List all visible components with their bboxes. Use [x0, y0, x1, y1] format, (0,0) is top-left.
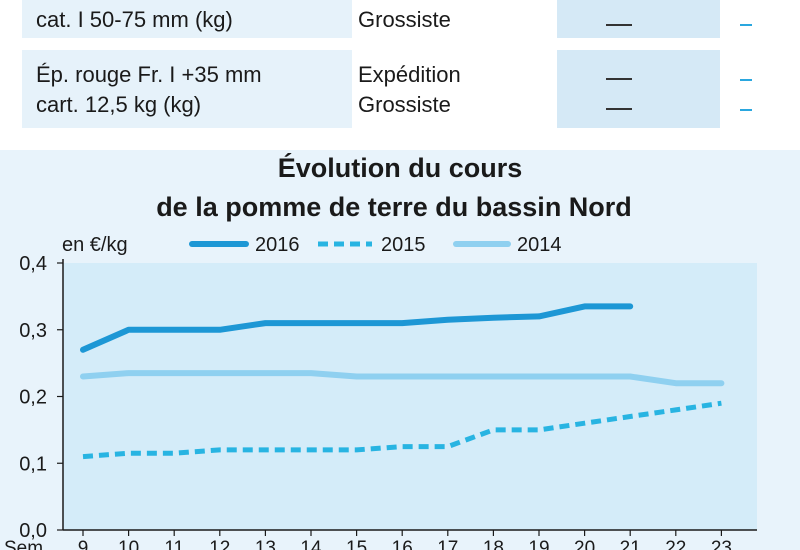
price-table: cat. I 50-75 mm (kg) Grossiste Ép. rouge… — [22, 0, 778, 128]
x-tick-label: 20 — [574, 538, 595, 550]
y-axis-unit-label: en €/kg — [62, 234, 128, 256]
x-tick-label: 9 — [78, 538, 89, 550]
axes: 0,0 0,1 0,2 0,3 0,4 9 10 11 12 13 14 15 16 17 18 19 20 21… — [19, 253, 757, 550]
value-empty-dash — [740, 79, 752, 81]
plot-area — [63, 263, 757, 530]
chart-panel: Évolution du cours de la pomme de terre … — [0, 150, 800, 550]
y-tick-label: 0,0 — [19, 520, 47, 542]
series-layer — [80, 303, 725, 460]
x-tick-label: 15 — [346, 538, 367, 550]
legend: 2016 2015 2014 — [189, 234, 562, 256]
value-empty-dash — [606, 108, 632, 110]
x-axis-label: Sem. — [4, 538, 48, 550]
x-tick-label: 10 — [118, 538, 139, 550]
product-column — [22, 0, 352, 128]
x-tick-label: 14 — [300, 538, 322, 550]
stage-label: Expédition — [358, 62, 461, 87]
x-tick-label: 11 — [164, 538, 184, 550]
x-tick-label: 19 — [528, 538, 549, 550]
x-tick-label: 21 — [620, 538, 641, 550]
stage-label: Grossiste — [358, 92, 451, 117]
value-column-b — [720, 0, 778, 128]
y-tick-label: 0,1 — [19, 453, 47, 475]
chart-title-line-2: de la pomme de terre du bassin Nord — [156, 192, 632, 222]
x-tick-label: 22 — [665, 538, 686, 550]
product-name: Ép. rouge Fr. I +35 mm — [36, 62, 262, 87]
chart-title-line-1: Évolution du cours — [278, 152, 523, 183]
x-tick-label: 13 — [255, 538, 276, 550]
y-tick-label: 0,2 — [19, 387, 47, 409]
legend-label-2015: 2015 — [381, 234, 426, 256]
value-empty-dash — [740, 109, 752, 111]
x-tick-label: 12 — [209, 538, 230, 550]
x-tick-label: 16 — [392, 538, 413, 550]
y-tick-label: 0,4 — [19, 253, 47, 275]
x-tick-label: 18 — [483, 538, 504, 550]
value-empty-dash — [740, 24, 752, 26]
y-tick-label: 0,3 — [19, 320, 47, 342]
x-tick-label: 17 — [437, 538, 458, 550]
legend-label-2016: 2016 — [255, 234, 300, 256]
value-column-a — [557, 0, 720, 128]
price-chart: Évolution du cours de la pomme de terre … — [4, 152, 757, 550]
series-line-2015 — [82, 400, 722, 460]
legend-label-2014: 2014 — [517, 234, 562, 256]
value-empty-dash — [606, 78, 632, 80]
product-name: cat. I 50-75 mm (kg) — [36, 7, 233, 32]
stage-label: Grossiste — [358, 7, 451, 32]
product-name: cart. 12,5 kg (kg) — [36, 92, 202, 117]
value-empty-dash — [606, 24, 632, 26]
stage-column — [352, 0, 557, 128]
row-separator — [22, 38, 778, 50]
x-tick-label: 23 — [711, 538, 732, 550]
